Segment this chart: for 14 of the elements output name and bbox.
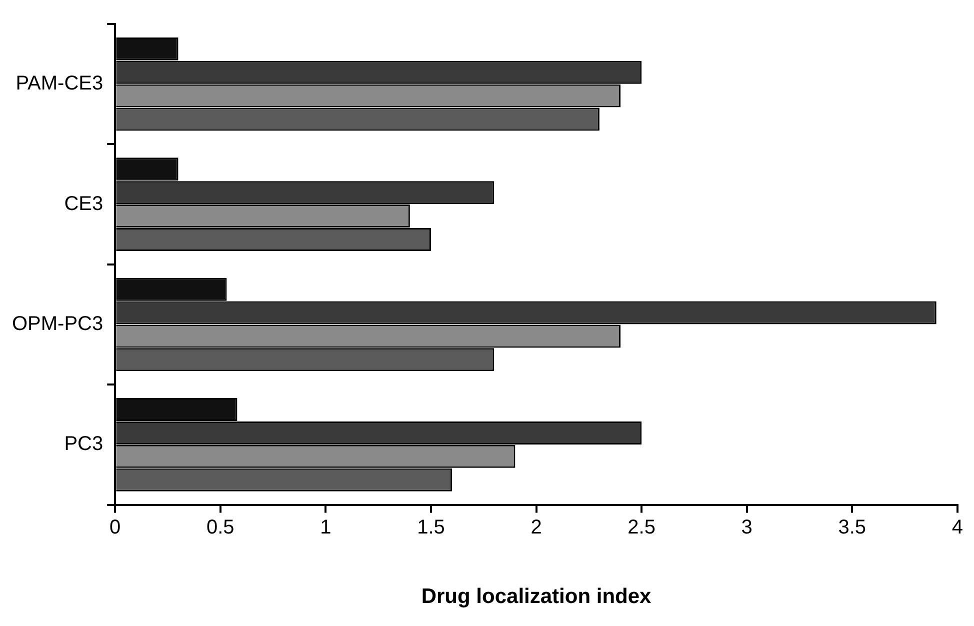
x-tick-label: 3.5 <box>838 516 866 538</box>
x-tick-label: 4 <box>952 516 963 538</box>
y-tick-label: PAM-CE3 <box>16 72 104 95</box>
x-axis-title: Drug localization index <box>421 585 652 608</box>
y-tick-label: PC3 <box>64 433 104 456</box>
x-tick-label: 0.5 <box>206 516 234 538</box>
x-tick-label: 1.5 <box>417 516 445 538</box>
x-tick-label: 2 <box>530 516 542 538</box>
x-tick-label: 1 <box>320 516 332 538</box>
x-tick-label: 2.5 <box>628 516 656 538</box>
y-tick-label: OPM-PC3 <box>12 313 104 336</box>
x-tick-label: 3 <box>741 516 752 538</box>
x-tick-label: 0 <box>110 516 121 538</box>
y-tick-label: CE3 <box>64 192 104 215</box>
